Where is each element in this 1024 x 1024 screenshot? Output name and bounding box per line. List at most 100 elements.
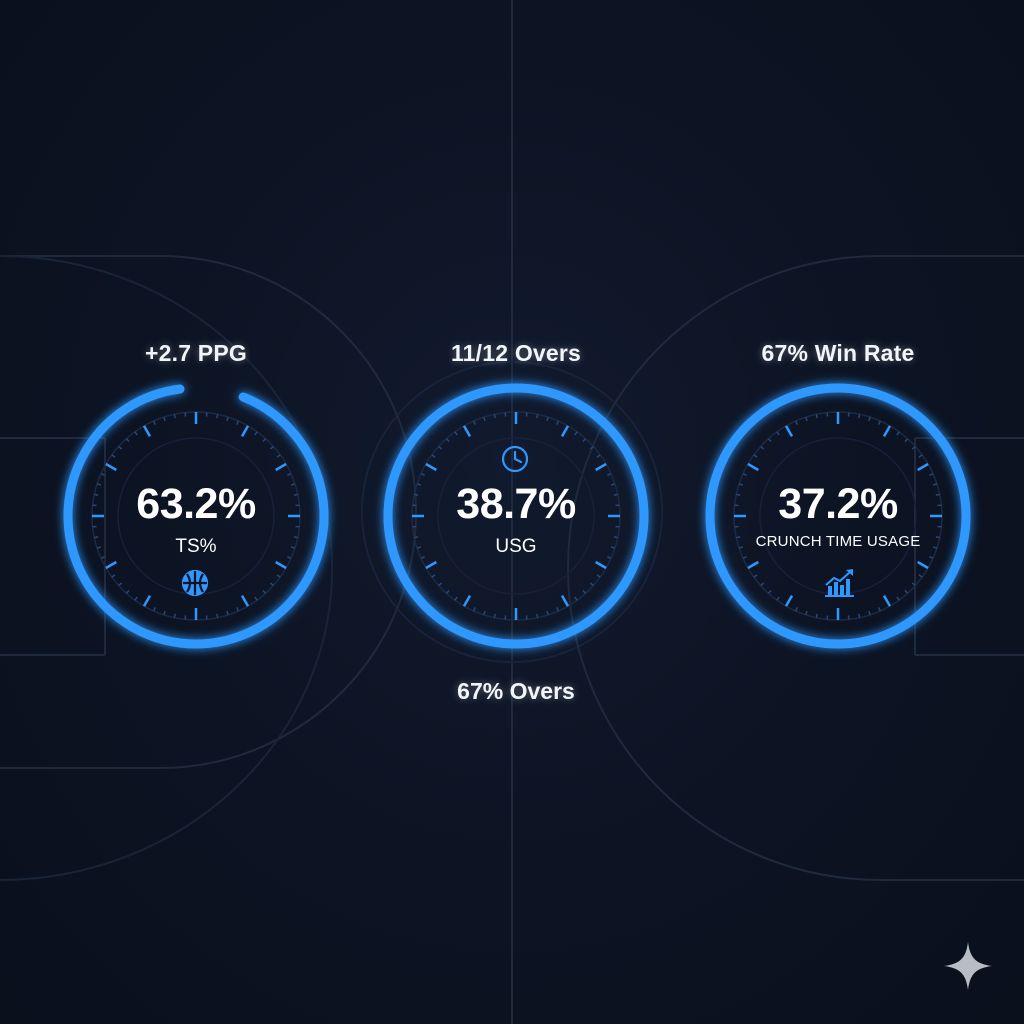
gauge-minor-tick [896, 596, 900, 601]
gauge-minor-tick [96, 483, 102, 486]
gauge-minor-tick [134, 431, 138, 436]
gauge-minor-tick [589, 445, 594, 450]
gauge-minor-tick [216, 414, 219, 419]
gauge-minor-tick [536, 613, 539, 618]
gauge-minor-tick [262, 438, 267, 443]
gauge-minor-tick [100, 473, 105, 477]
gauge-minor-tick [935, 493, 940, 496]
gauge-minor-tick [226, 416, 229, 422]
gauge-minor-tick [445, 438, 450, 443]
gauge-major-tick [560, 595, 570, 607]
gauge-progress-ring [63, 384, 329, 649]
gauge-minor-tick [431, 574, 436, 578]
gauge-minor-tick [235, 420, 239, 425]
gauge-minor-tick [226, 610, 229, 616]
gauge-minor-tick [742, 555, 747, 559]
sparkle-icon [944, 942, 992, 990]
gauge-minor-tick [438, 582, 443, 587]
ppg-change-label: +2.7 PPG [145, 340, 247, 366]
gauge-minor-tick [760, 582, 765, 587]
trending-chart-icon [825, 569, 854, 597]
gauge-minor-tick [582, 589, 587, 594]
gauge-major-tick [784, 595, 794, 607]
gauge-minor-tick [596, 574, 601, 578]
gauge-minor-tick [269, 445, 274, 450]
gauge-minor-tick [118, 445, 123, 450]
gauge-minor-tick [760, 445, 765, 450]
gauge-minor-tick [613, 536, 618, 539]
gauge-minor-tick [536, 414, 539, 419]
gauge-major-tick [917, 560, 929, 570]
gauge-minor-tick [911, 445, 916, 450]
gauge-minor-tick [815, 613, 818, 618]
gauge-minor-tick [94, 536, 99, 539]
gauge-minor-tick [932, 483, 938, 486]
gauge-major-tick [142, 425, 152, 437]
gauge-minor-tick [795, 607, 799, 612]
usage-value: 38.7% [456, 480, 576, 528]
crunch-time-metric-label: CRUNCH TIME USAGE [755, 533, 921, 550]
gauge-minor-tick [493, 613, 496, 618]
gauge-minor-tick [293, 493, 298, 496]
gauge-minor-tick [163, 416, 166, 422]
gauge-minor-tick [555, 607, 559, 612]
center-circle [361, 361, 663, 663]
gauge-minor-tick [546, 610, 549, 616]
gauge-minor-tick [767, 438, 772, 443]
gauge-minor-tick [742, 473, 747, 477]
gauge-minor-tick [753, 574, 758, 578]
gauge-minor-tick [738, 546, 744, 549]
gauge-minor-tick [877, 420, 881, 425]
gauge-minor-tick [125, 589, 130, 594]
gauge-major-tick [882, 425, 892, 437]
gauge-minor-tick [163, 610, 166, 616]
gauge-progress-ring [383, 383, 649, 649]
gauge-major-tick [882, 595, 892, 607]
gauge-major-tick [240, 595, 250, 607]
usage-metric-label: USG [495, 536, 537, 557]
gauge-minor-tick [111, 574, 116, 578]
gauge-minor-tick [932, 546, 938, 549]
gauge-minor-tick [173, 613, 176, 618]
gauge-minor-tick [473, 420, 477, 425]
clock-icon [501, 445, 529, 473]
gauge-minor-tick [94, 493, 99, 496]
gauge-major-tick [462, 595, 472, 607]
gauge-minor-tick [153, 607, 157, 612]
gauge-minor-tick [795, 420, 799, 425]
gauge-major-tick [595, 560, 607, 570]
basketball-icon [181, 569, 209, 597]
gauge-major-tick [784, 425, 794, 437]
gauge-major-tick [142, 595, 152, 607]
gauge-minor-tick [153, 420, 157, 425]
gauge-minor-tick [287, 473, 292, 477]
gauge-major-tick [275, 462, 287, 472]
gauge-minor-tick [613, 493, 618, 496]
gauge-minor-tick [896, 431, 900, 436]
gauge-minor-tick [287, 555, 292, 559]
gauge-minor-tick [935, 536, 940, 539]
gauge-minor-tick [918, 454, 923, 458]
gauge-minor-tick [493, 414, 496, 419]
gauge-minor-tick [293, 536, 298, 539]
gauge-minor-tick [918, 574, 923, 578]
gauge-minor-tick [858, 613, 861, 618]
gauge-minor-tick [868, 610, 871, 616]
right-three-point-arc [567, 255, 881, 881]
gauge-minor-tick [445, 589, 450, 594]
ts-gauge-ring [63, 384, 329, 649]
gauge-minor-tick [420, 555, 425, 559]
gauge-minor-tick [929, 473, 934, 477]
gauge-minor-tick [420, 473, 425, 477]
gauge-major-tick [425, 462, 437, 472]
gauge-major-tick [747, 560, 759, 570]
gauge-minor-tick [736, 493, 741, 496]
left-three-point-arc [159, 255, 417, 769]
gauge-minor-tick [134, 596, 138, 601]
gauge-inner-circle [437, 437, 595, 595]
crunch-time-gauge-ring [705, 383, 971, 649]
gauge-minor-tick [414, 536, 419, 539]
ts-metric-label: TS% [175, 536, 217, 557]
gauge-minor-tick [173, 414, 176, 419]
